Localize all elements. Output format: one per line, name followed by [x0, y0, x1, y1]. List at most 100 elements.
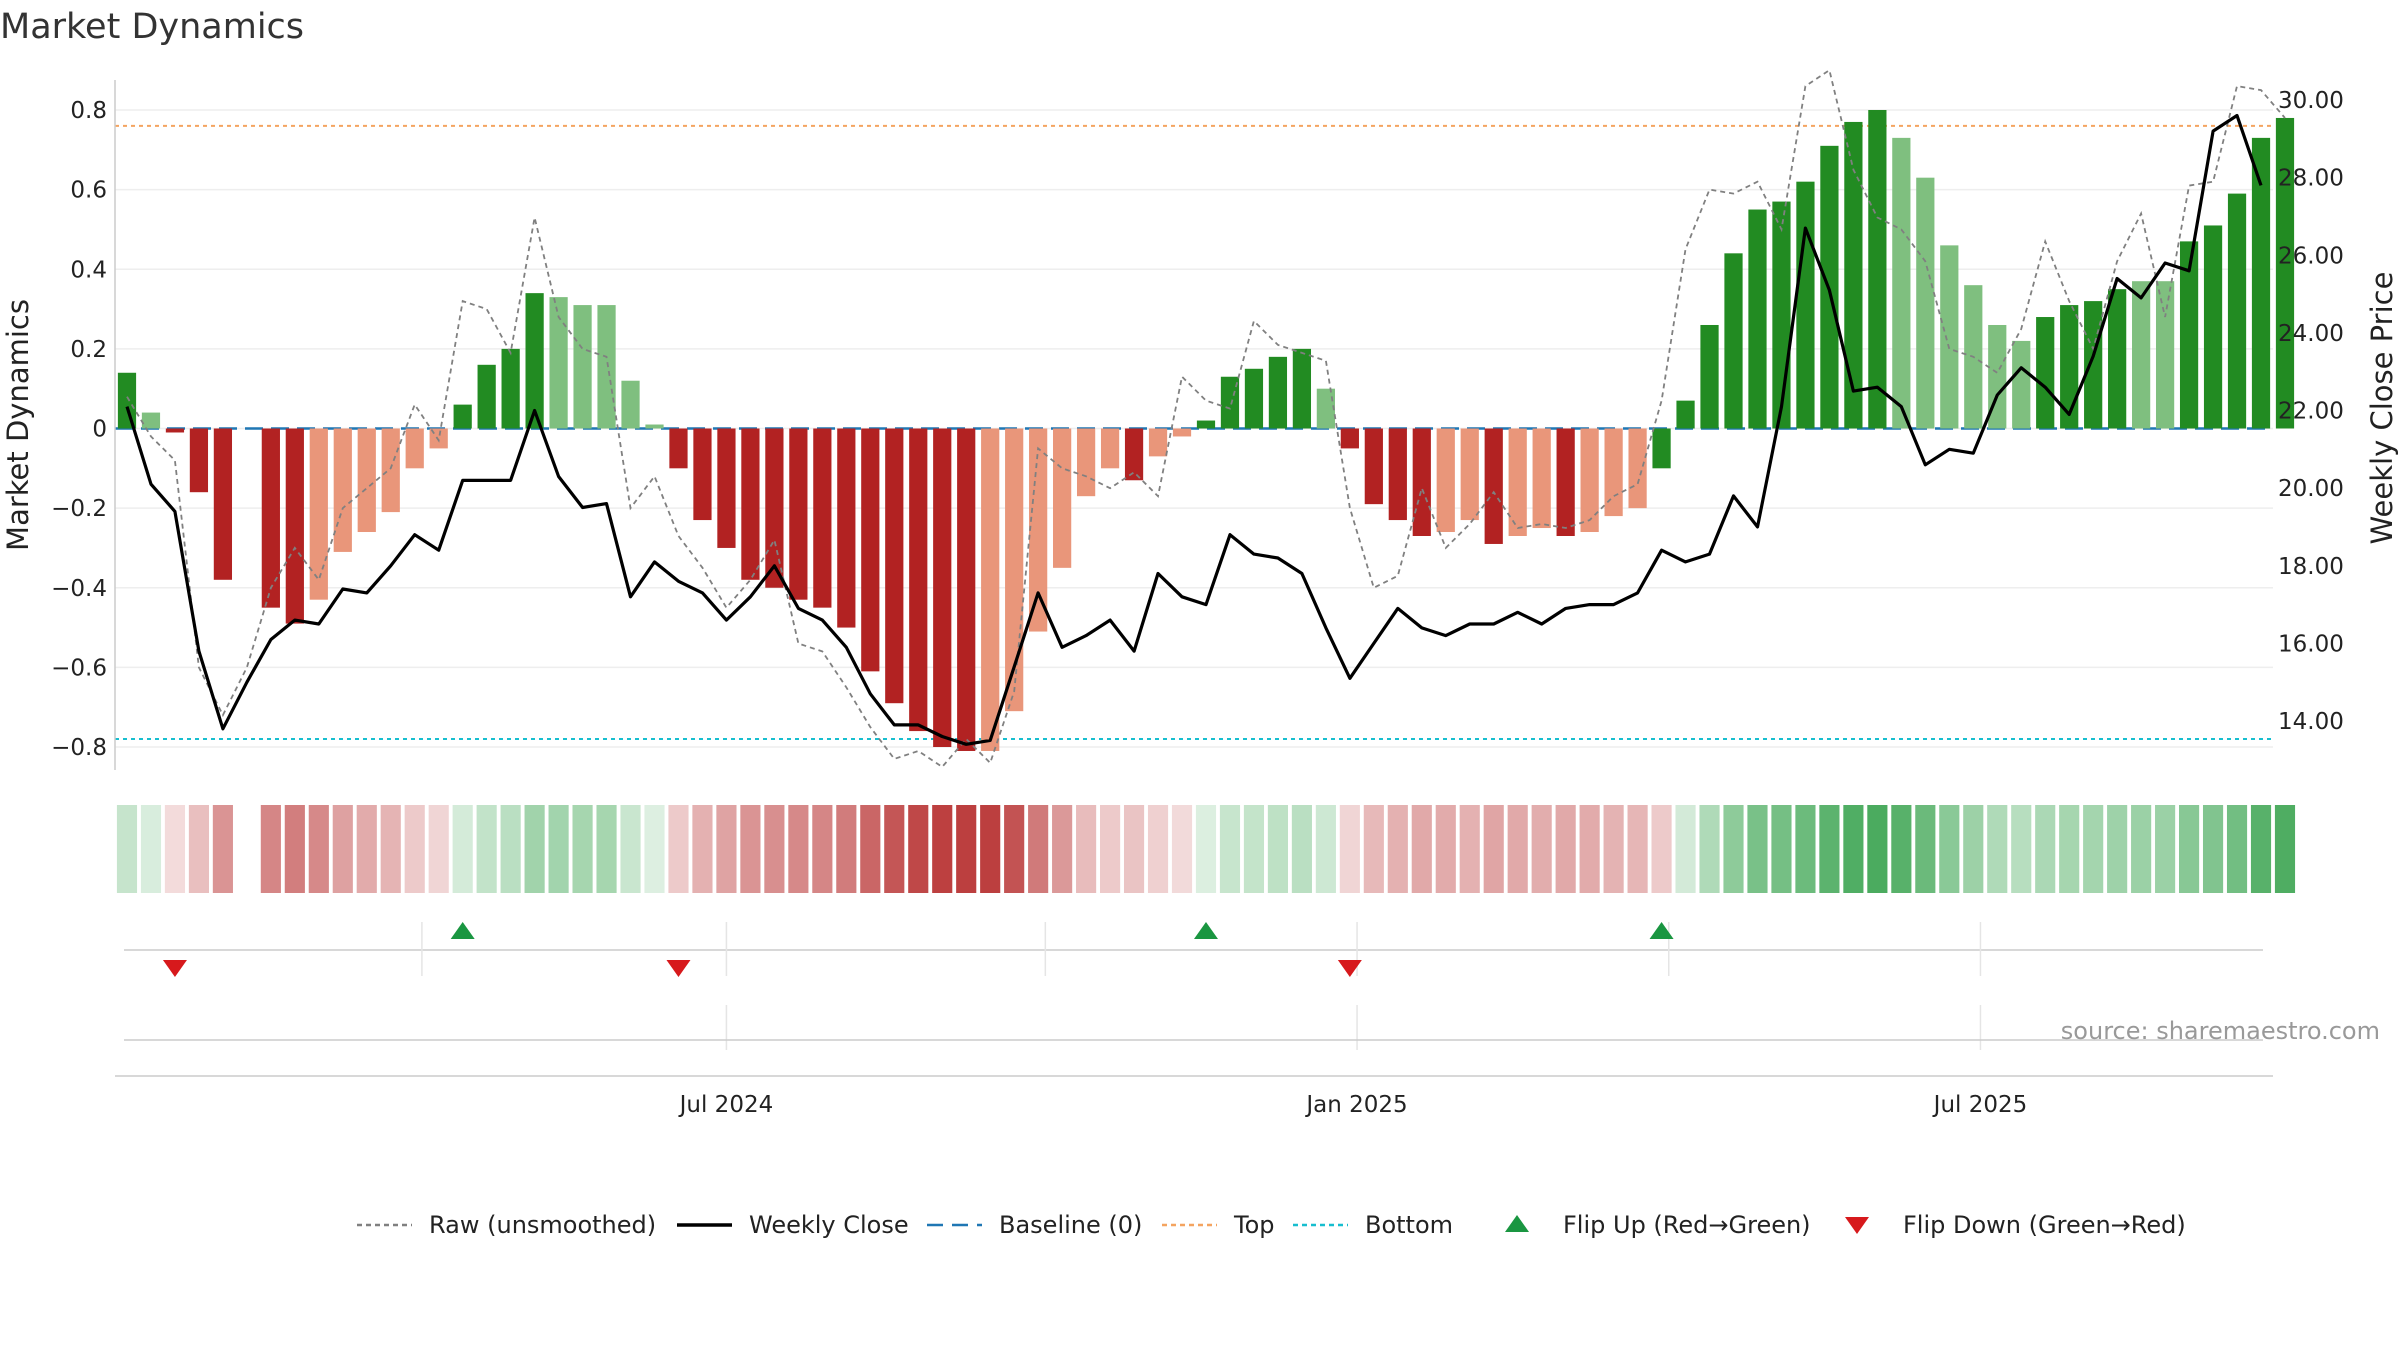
flip-up-marker	[1649, 922, 1674, 939]
x-tick-label: Jul 2025	[1932, 1092, 2028, 1118]
market-dynamics-bar	[1268, 356, 1288, 429]
heatmap-cell	[1795, 805, 1816, 893]
heatmap-cell	[1723, 805, 1744, 893]
market-dynamics-bar	[1484, 428, 1503, 544]
y-axis-label: Market Dynamics	[1, 299, 35, 551]
market-dynamics-bar	[669, 428, 688, 469]
heatmap-cell	[1076, 805, 1097, 893]
market-dynamics-bar	[957, 428, 976, 751]
heatmap-cell	[1507, 805, 1528, 893]
y2-tick-label: 22.00	[2278, 399, 2344, 425]
lower-panel: source: sharemaestro.com	[115, 1005, 2380, 1077]
heatmap-cell	[1435, 805, 1456, 893]
heatmap-cell	[2035, 805, 2056, 893]
heatmap-cell	[2107, 805, 2128, 893]
heatmap-cell	[1627, 805, 1648, 893]
heatmap-cell	[524, 805, 545, 893]
market-dynamics-bar	[2275, 117, 2295, 429]
market-dynamics-bar	[717, 428, 736, 548]
market-dynamics-bar	[837, 428, 856, 628]
chart-title: Market Dynamics	[0, 7, 304, 47]
heatmap-cell	[2274, 805, 2296, 893]
heatmap-cell	[572, 805, 593, 893]
heatmap-cell	[2131, 805, 2152, 893]
heatmap-cell	[1339, 805, 1360, 893]
market-dynamics-bar	[549, 297, 568, 429]
y-tick-label: 0.8	[70, 98, 107, 124]
y-tick-label: 0	[92, 417, 107, 443]
market-dynamics-bar	[1292, 348, 1312, 429]
heatmap-cell	[1219, 805, 1241, 893]
heatmap-cell	[1315, 805, 1336, 893]
legend-label: Flip Up (Red→Green)	[1563, 1211, 1811, 1239]
heatmap-cell	[908, 805, 929, 893]
market-dynamics-bar	[621, 380, 640, 429]
heatmap-cell	[1028, 805, 1049, 893]
heatmap-cell	[1843, 805, 1864, 893]
market-dynamics-bar	[165, 428, 185, 433]
heatmap-cell	[1195, 805, 1217, 893]
heatmap-cell	[1771, 805, 1792, 893]
y2-tick-label: 24.00	[2278, 321, 2344, 347]
y2-tick-label: 26.00	[2278, 243, 2344, 269]
market-dynamics-bar	[1748, 209, 1767, 429]
heatmap-cell	[1459, 805, 1480, 893]
market-dynamics-bar	[1436, 428, 1455, 533]
heatmap-cell	[1483, 805, 1504, 893]
market-dynamics-bar	[1532, 428, 1551, 529]
heatmap-cell	[116, 805, 138, 893]
heatmap-cell	[1100, 805, 1121, 893]
market-dynamics-bar	[1556, 428, 1575, 536]
y-tick-label: 0.4	[70, 257, 107, 283]
market-dynamics-bar	[141, 412, 161, 429]
market-dynamics-bar	[213, 428, 233, 580]
heatmap-cell	[260, 805, 281, 893]
market-dynamics-bar	[813, 428, 832, 608]
market-dynamics-bar	[933, 428, 952, 747]
heatmap-cell	[764, 805, 785, 893]
heatmap-cell	[1291, 805, 1312, 893]
legend-label: Raw (unsmoothed)	[429, 1211, 656, 1239]
heatmap-cell	[500, 805, 521, 893]
flip-markers-panel	[123, 922, 2263, 977]
flip-down-marker	[666, 960, 691, 977]
market-dynamics-bar	[1772, 201, 1791, 429]
market-dynamics-bar	[741, 428, 760, 580]
market-dynamics-bar	[309, 428, 328, 600]
heatmap-cell	[188, 805, 209, 893]
heatmap-cell	[2083, 805, 2104, 893]
market-dynamics-bar	[1868, 110, 1887, 429]
heatmap-cell	[1411, 805, 1432, 893]
heatmap-cell	[932, 805, 953, 893]
heatmap-cell	[980, 805, 1001, 893]
market-dynamics-bar	[357, 428, 376, 533]
heatmap-cell	[2179, 805, 2200, 893]
heatmap-cell	[1963, 805, 1984, 893]
market-dynamics-bar	[1029, 428, 1048, 632]
heatmap-cell	[1531, 805, 1552, 893]
flip-up-marker	[450, 922, 475, 939]
heatmap-cell	[1171, 805, 1193, 893]
heatmap-cell	[956, 805, 977, 893]
market-dynamics-bar	[2132, 281, 2151, 429]
heatmap-cell	[596, 805, 617, 893]
market-dynamics-bar	[285, 428, 304, 624]
y-tick-label: −0.8	[51, 735, 107, 761]
market-dynamics-bar	[1220, 376, 1240, 429]
market-dynamics-bar	[1628, 428, 1647, 509]
market-dynamics-bar	[2060, 305, 2079, 429]
heatmap-cell	[164, 805, 186, 893]
market-dynamics-bar	[1053, 428, 1072, 568]
market-dynamics-bar	[1916, 177, 1935, 429]
heatmap-cell	[1603, 805, 1624, 893]
market-dynamics-bar	[2179, 241, 2199, 429]
heatmap-cell	[1363, 805, 1384, 893]
heatmap-cell	[1123, 805, 1145, 893]
market-dynamics-bar	[525, 293, 544, 429]
market-dynamics-bar	[1340, 428, 1359, 449]
market-dynamics-bar	[453, 404, 472, 429]
y2-tick-label: 28.00	[2278, 166, 2344, 192]
market-dynamics-bar	[1460, 428, 1479, 521]
